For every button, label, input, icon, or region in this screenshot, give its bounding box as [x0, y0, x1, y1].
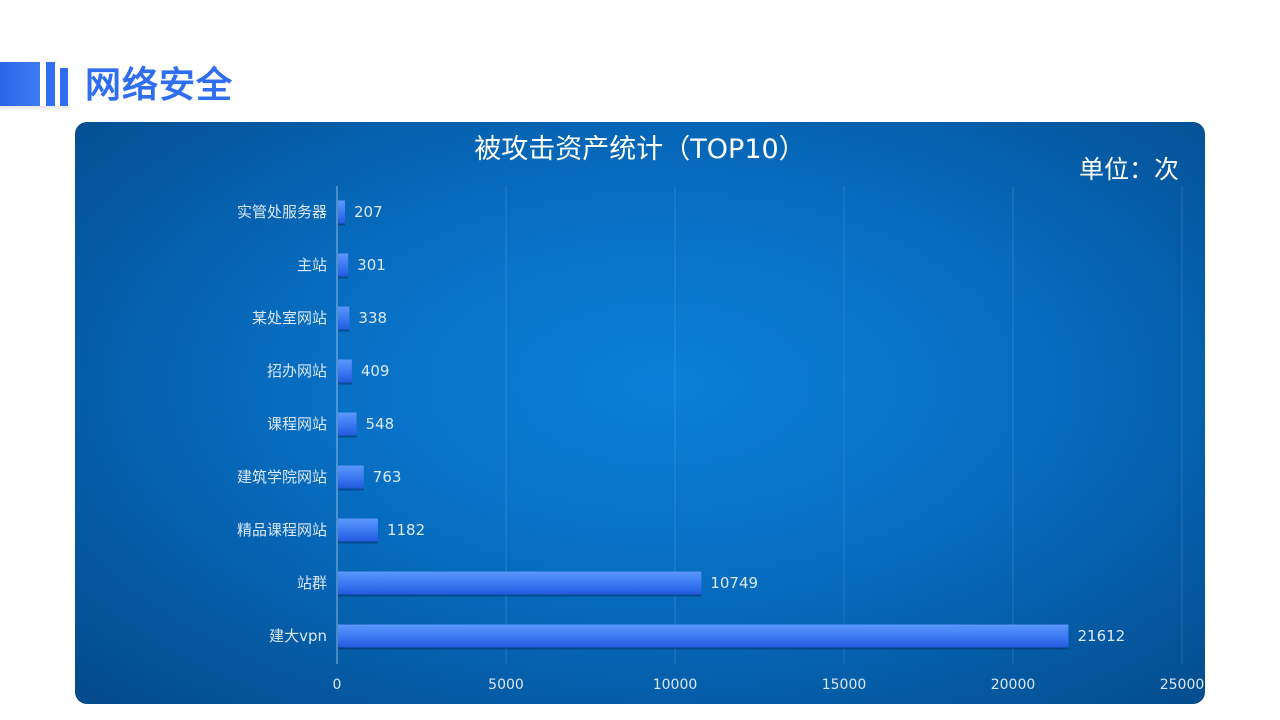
- bar-shadow: [338, 488, 364, 491]
- category-label: 实管处服务器: [237, 203, 327, 221]
- chart-title: 被攻击资产统计（TOP10）: [474, 134, 806, 165]
- bar-shadow: [338, 223, 345, 226]
- chart-panel: 0 5000 10000 15000 20000 25000 实管处服务器 207 主站 301 某…: [75, 122, 1205, 704]
- bar: [338, 518, 378, 542]
- unit-label: 单位：次: [1078, 155, 1179, 184]
- bar-shadow: [338, 541, 378, 544]
- data-label: 10749: [710, 574, 758, 592]
- data-label: 763: [373, 468, 402, 486]
- category-label: 建大vpn: [269, 627, 327, 645]
- category-label: 招办网站: [267, 362, 327, 380]
- data-label: 1182: [387, 521, 425, 539]
- category-label: 精品课程网站: [237, 521, 327, 539]
- x-tick-label: 25000: [1160, 677, 1205, 693]
- bar-shadow: [338, 329, 350, 332]
- category-label: 某处室网站: [252, 309, 327, 327]
- category-label: 站群: [297, 574, 327, 592]
- header-decoration-block: [0, 62, 40, 106]
- header-decoration-shadow: [0, 106, 70, 112]
- x-tick-label: 5000: [488, 677, 524, 693]
- data-label: 301: [357, 256, 386, 274]
- x-tick-label: 15000: [822, 677, 867, 693]
- bar-shadow: [338, 594, 702, 597]
- x-tick-label: 20000: [991, 677, 1036, 693]
- bar: [338, 253, 349, 277]
- data-label: 21612: [1077, 627, 1125, 645]
- data-label: 338: [358, 309, 387, 327]
- category-label: 主站: [297, 256, 327, 274]
- page-title: 网络安全: [85, 65, 234, 106]
- x-tick-label: 10000: [653, 677, 698, 693]
- bar: [338, 200, 345, 224]
- bar: [338, 412, 357, 436]
- bar: [338, 306, 350, 330]
- x-tick-label: 0: [333, 677, 342, 693]
- bar-chart: 0 5000 10000 15000 20000 25000 实管处服务器 207 主站 301 某…: [237, 186, 1205, 693]
- header-decoration-bar: [60, 68, 68, 106]
- category-label: 建筑学院网站: [237, 468, 327, 486]
- bar-shadow: [338, 276, 349, 279]
- bar: [338, 624, 1069, 648]
- data-label: 207: [354, 203, 383, 221]
- bar-shadow: [338, 382, 352, 385]
- bar: [338, 465, 364, 489]
- bar: [338, 359, 352, 383]
- header-decoration-bar: [46, 62, 55, 106]
- bar: [338, 571, 702, 595]
- bar-shadow: [338, 647, 1069, 650]
- data-label: 548: [366, 415, 395, 433]
- category-label: 课程网站: [267, 415, 327, 433]
- bar-shadow: [338, 435, 357, 438]
- data-label: 409: [361, 362, 390, 380]
